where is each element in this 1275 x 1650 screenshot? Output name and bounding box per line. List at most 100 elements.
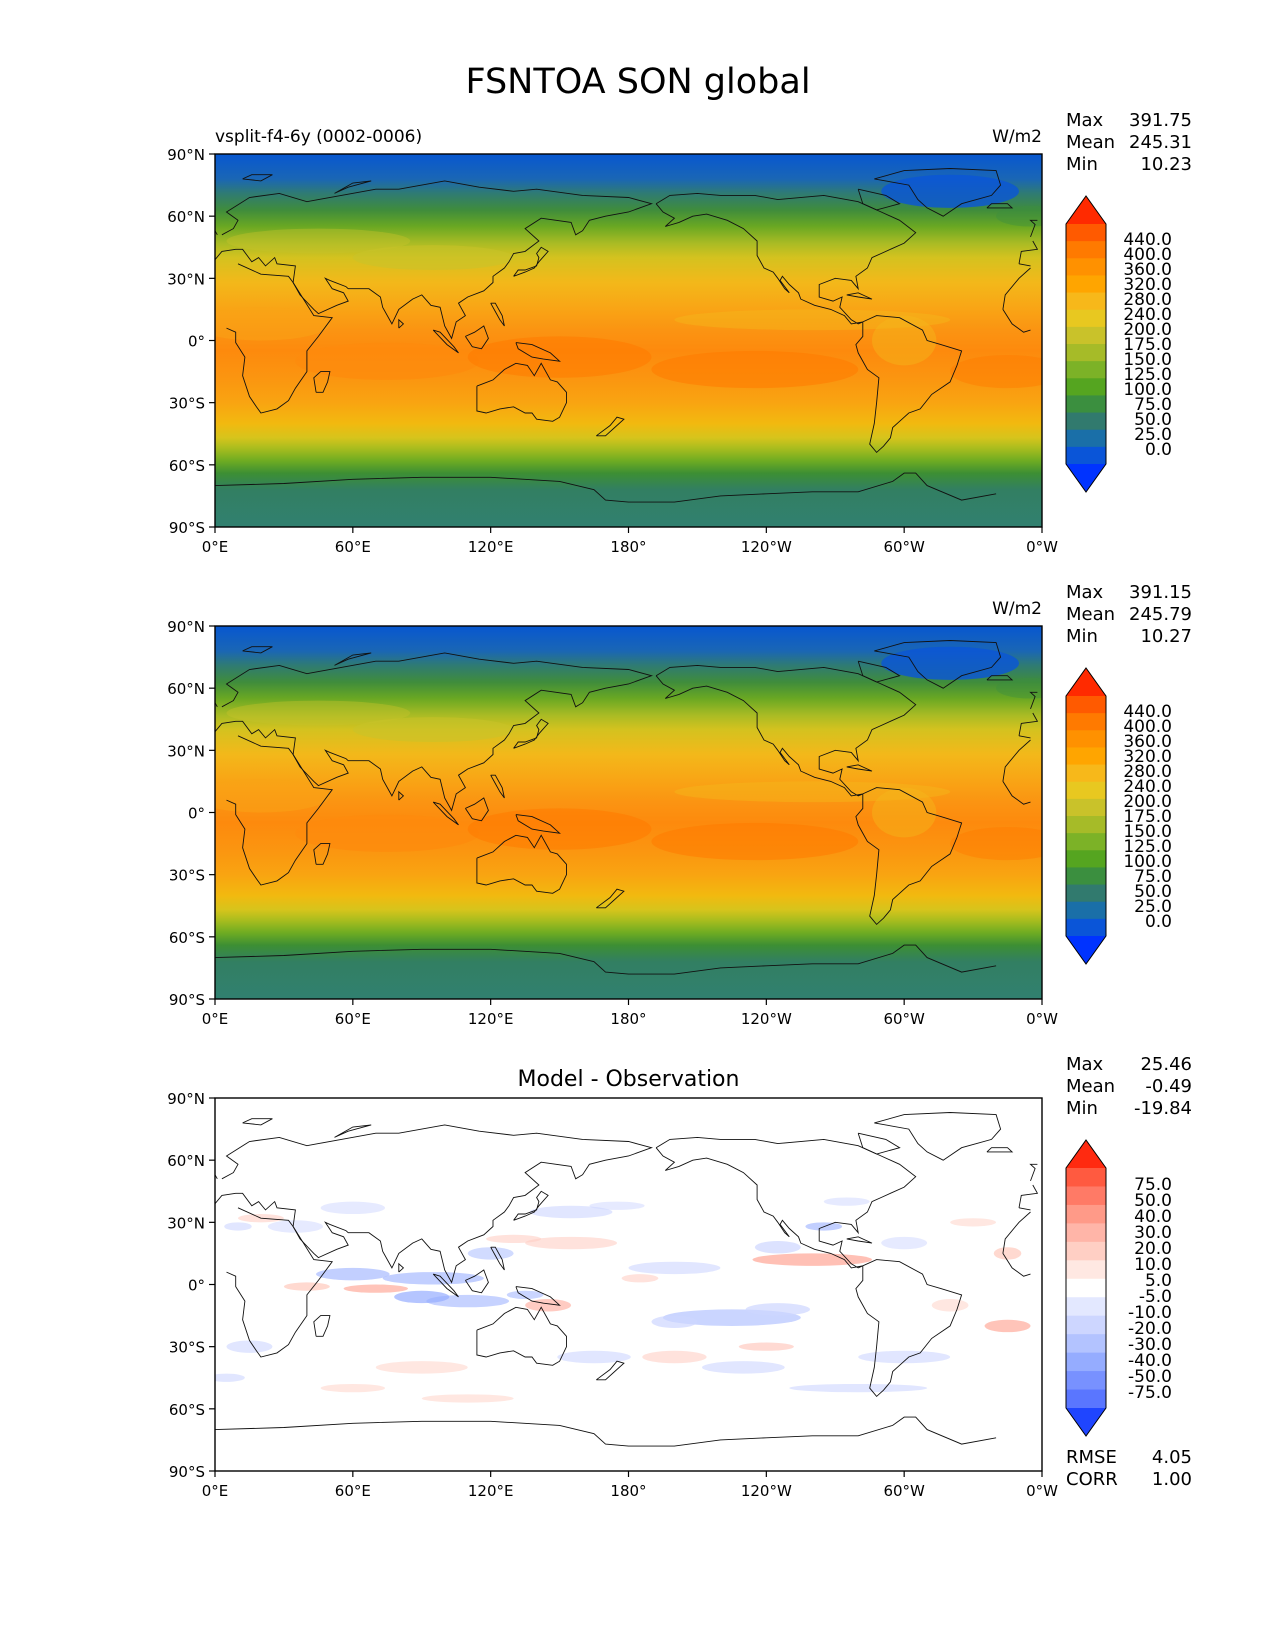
map-diff <box>215 1098 1042 1471</box>
lat-tick-label: 30°N <box>167 742 205 760</box>
diff-patch <box>993 1247 1022 1260</box>
coastline-5-0 <box>874 168 1002 217</box>
colorbar-segment <box>1066 1204 1106 1224</box>
coastline-1-0 <box>1018 240 1039 264</box>
lat-tick-label: 60°N <box>167 680 205 698</box>
diff-patch <box>858 1350 951 1364</box>
colorbar-label: 50.0 <box>1134 410 1172 430</box>
colorbar-segment <box>1066 412 1106 431</box>
colorbar-label: 175.0 <box>1123 335 1172 355</box>
diff-patch <box>754 1240 801 1254</box>
diff-patch <box>320 1201 385 1215</box>
stat-value-max: 25.46 <box>1140 1054 1192 1075</box>
colorbar-label: 200.0 <box>1123 320 1172 340</box>
lon-tick-label: 120°W <box>741 538 792 556</box>
colorbar-label: 100.0 <box>1123 852 1172 872</box>
colorbar-segment <box>1066 1260 1106 1280</box>
lon-tick-label: 60°W <box>883 1010 925 1028</box>
stat-label-min: Min <box>1066 154 1098 175</box>
colorbar-segment <box>1066 1223 1106 1243</box>
lon-tick-label: 120°E <box>468 1482 514 1500</box>
lat-tick-label: 60°N <box>167 1152 205 1170</box>
lat-tick-label: 0° <box>188 333 205 351</box>
diff-patch <box>215 1373 245 1382</box>
coastline-19-0 <box>242 646 273 654</box>
coastline-15-0 <box>986 1147 1014 1153</box>
coastline-2-0 <box>655 664 917 797</box>
diff-patch <box>738 1342 794 1351</box>
coastline-7-0 <box>313 371 331 393</box>
stat-value-min: -19.84 <box>1134 1098 1192 1119</box>
colorbar-label: 320.0 <box>1123 747 1172 767</box>
stat-label-max: Max <box>1066 110 1104 131</box>
field-feature <box>352 717 514 743</box>
stat-label-max: Max <box>1066 582 1104 603</box>
coastline-13-0 <box>596 888 625 909</box>
colorbar-label: 150.0 <box>1123 350 1172 370</box>
field-feature <box>651 350 859 389</box>
coastline-0-0 <box>1002 1211 1031 1254</box>
lon-tick-label: 0°E <box>202 1482 229 1500</box>
colorbar-segment <box>1066 326 1106 345</box>
diff-patch <box>823 1197 870 1206</box>
colorbar-segment <box>1066 378 1106 396</box>
lon-tick-label: 180° <box>610 1010 646 1028</box>
colorbar-segment <box>1066 275 1106 294</box>
colorbar-segment <box>1066 361 1106 379</box>
field-diff <box>215 1098 1042 1471</box>
stat-value-min: 10.27 <box>1140 626 1192 647</box>
field-obs <box>215 626 1042 999</box>
field-feature <box>467 336 652 378</box>
coastline-13-0 <box>596 416 625 437</box>
colorbar-segment <box>1066 833 1106 851</box>
lon-tick-label: 120°E <box>468 538 514 556</box>
lat-tick-label: 60°S <box>169 929 205 947</box>
colorbar-label: 400.0 <box>1123 245 1172 265</box>
diff-patch <box>525 1236 618 1250</box>
coastline-5-0 <box>874 1112 1002 1161</box>
coastline-2-0 <box>655 192 917 325</box>
coastline-11-0 <box>432 1273 459 1298</box>
colorbar-segment <box>1066 730 1106 748</box>
lat-tick-label: 60°S <box>169 1401 205 1419</box>
colorbar-label: 75.0 <box>1134 867 1172 887</box>
lon-tick-label: 120°E <box>468 1010 514 1028</box>
coastline-18-0 <box>857 660 901 683</box>
coastline-8-0 <box>1029 219 1038 238</box>
coastline-0-2 <box>1002 1253 1031 1277</box>
colorbar-segment <box>1066 395 1106 414</box>
coastline-0-2 <box>1002 781 1031 805</box>
colorbar-segment <box>1066 1389 1106 1409</box>
diff-patch <box>621 1274 659 1283</box>
coastline-0-2 <box>1002 309 1031 333</box>
coastline-3-0 <box>855 315 963 454</box>
coastline-7-0 <box>313 1315 331 1337</box>
colorbar-segment <box>1066 224 1106 242</box>
panel-units: W/m2 <box>992 127 1042 147</box>
stat-value-max: 391.15 <box>1129 582 1192 603</box>
lon-tick-label: 0°E <box>202 1010 229 1028</box>
coastline-17-0 <box>846 292 873 300</box>
colorbar-label: -75.0 <box>1128 1383 1172 1403</box>
lon-tick-label: 60°E <box>335 538 371 556</box>
coastline-10-0 <box>465 325 489 350</box>
colorbar-segment <box>1066 696 1106 714</box>
colorbar-label: -50.0 <box>1128 1367 1172 1387</box>
diff-patch <box>529 1205 613 1219</box>
colorbar-label: 25.0 <box>1134 897 1172 917</box>
field-model <box>215 154 1042 527</box>
diff-patch <box>375 1361 468 1374</box>
colorbar-label: 100.0 <box>1123 380 1172 400</box>
coastline-4-0 <box>476 1306 567 1366</box>
coastline-1-1 <box>215 1124 653 1284</box>
stat-value-mean: -0.49 <box>1145 1076 1192 1097</box>
lat-tick-label: 30°S <box>169 395 205 413</box>
colorbar-segment <box>1066 1297 1106 1317</box>
diff-patch <box>343 1284 408 1293</box>
coastline-17-0 <box>846 1236 873 1244</box>
panel-obs: 90°N 60°N 30°N 0° 30°S 60°S 90°S0°E 60°E 120°E 18… <box>167 582 1192 1028</box>
lat-tick-label: 30°S <box>169 1339 205 1357</box>
colorbar-label: 30.0 <box>1134 1223 1172 1243</box>
coastline-12-0 <box>515 1286 561 1306</box>
